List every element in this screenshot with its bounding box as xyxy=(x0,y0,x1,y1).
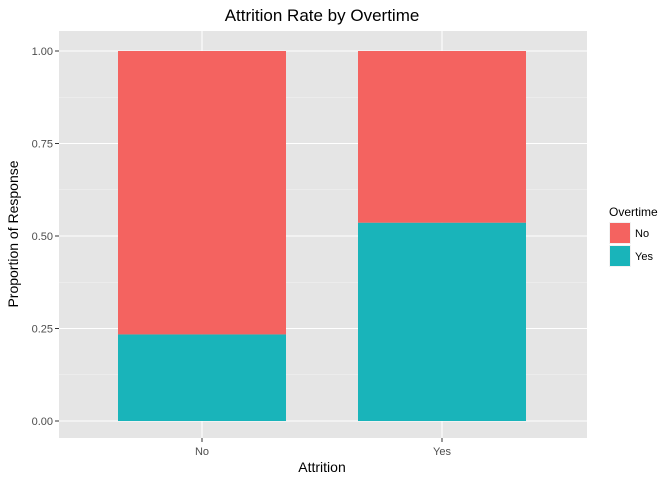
legend-label-yes: Yes xyxy=(635,251,653,263)
y-axis-title: Proportion of Response xyxy=(5,160,21,307)
legend-swatch-no xyxy=(610,223,630,243)
x-axis-title: Attrition xyxy=(298,459,345,475)
x-axis-ticks: No Yes xyxy=(195,438,451,458)
bar-no-overtime-yes xyxy=(118,334,286,421)
y-axis-ticks: 0.00 0.25 0.50 0.75 1.00 xyxy=(32,46,59,428)
y-tick-label: 0.25 xyxy=(32,324,53,336)
y-tick-label: 0.00 xyxy=(32,416,53,428)
y-tick-label: 1.00 xyxy=(32,46,53,58)
bars xyxy=(118,51,526,421)
chart-title: Attrition Rate by Overtime xyxy=(225,6,420,25)
legend-title: Overtime xyxy=(609,205,658,219)
bar-no-overtime-no xyxy=(118,51,286,335)
legend: Overtime No Yes xyxy=(609,205,658,267)
y-tick-label: 0.50 xyxy=(32,231,53,243)
x-tick-label: No xyxy=(195,446,209,458)
y-tick-label: 0.75 xyxy=(32,139,53,151)
legend-swatch-yes xyxy=(610,246,630,266)
legend-label-no: No xyxy=(635,228,649,240)
x-tick-label: Yes xyxy=(433,446,451,458)
bar-yes-overtime-no xyxy=(358,51,526,223)
bar-yes-overtime-yes xyxy=(358,222,526,421)
